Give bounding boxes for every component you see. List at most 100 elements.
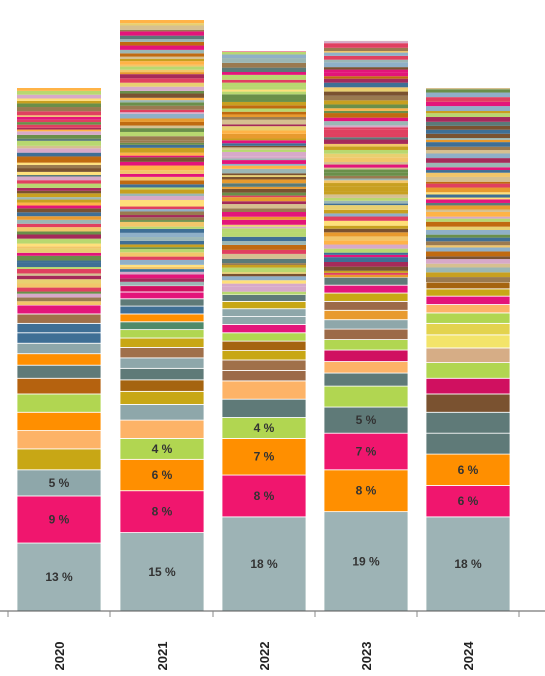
- bar-minor-segment-2023-4: [324, 261, 408, 267]
- bar-minor-segment-2024-30: [426, 170, 510, 173]
- bar-minor-segment-2022-6: [222, 272, 306, 274]
- bar-minor-segment-2024-13: [426, 226, 510, 230]
- bar-minor-segment-2022-28: [222, 192, 306, 196]
- bar-minor-segment-2020-36: [17, 176, 101, 181]
- bar-minor-segment-2022-47: [222, 140, 306, 144]
- bar-minor-segment-2023-2: [324, 270, 408, 273]
- bar-segment-2022-2: [221, 438, 307, 476]
- segment-label-2021-2: 6 %: [152, 468, 173, 482]
- bar-minor-segment-2024-42: [426, 125, 510, 130]
- bar-minor-segment-2021-60: [120, 90, 204, 94]
- bar-minor-segment-2022-38: [222, 163, 306, 166]
- bar-minor-segment-2020-65: [17, 88, 101, 91]
- bar-segment-2021-8: [119, 367, 205, 381]
- bar-minor-segment-2022-43: [222, 149, 306, 152]
- bar-minor-segment-2022-18: [222, 226, 306, 229]
- bar-minor-segment-2021-1: [120, 278, 204, 282]
- bar-minor-segment-2023-11: [324, 236, 408, 241]
- bar-minor-segment-2024-49: [426, 97, 510, 102]
- bar-minor-segment-2020-20: [17, 231, 101, 235]
- bar-minor-segment-2022-23: [222, 208, 306, 212]
- bar-minor-segment-2024-18: [426, 209, 510, 212]
- segment-label-2020-1: 9 %: [49, 512, 70, 526]
- bar-minor-segment-2021-67: [120, 66, 204, 70]
- bar-minor-segment-2020-37: [17, 174, 101, 177]
- bar-minor-segment-2021-20: [120, 220, 204, 222]
- bar-minor-segment-2024-31: [426, 167, 510, 171]
- bar-segment-2024-0: [425, 516, 511, 612]
- bar-minor-segment-2023-54: [324, 91, 408, 96]
- bar-segment-2021-18: [119, 285, 205, 293]
- bar-minor-segment-2024-36: [426, 146, 510, 151]
- bar-minor-segment-2023-33: [324, 164, 408, 168]
- bar-minor-segment-2022-48: [222, 138, 306, 141]
- bar-minor-segment-2024-40: [426, 133, 510, 139]
- bar-minor-segment-2021-48: [120, 128, 204, 132]
- bar-minor-segment-2023-16: [324, 216, 408, 221]
- segment-label-2023-2: 7 %: [356, 444, 377, 458]
- bar-minor-segment-2022-61: [222, 94, 306, 99]
- bar-segment-2021-5: [119, 404, 205, 421]
- bar-minor-segment-2022-22: [222, 211, 306, 217]
- bar-minor-segment-2022-3: [222, 280, 306, 284]
- bar-segment-2020-4: [16, 430, 102, 450]
- bar-segment-2024-10: [425, 322, 511, 336]
- bar-segment-2020-1: [16, 495, 102, 544]
- bar-segment-2020-3: [16, 448, 102, 471]
- bar-minor-segment-2021-45: [120, 140, 204, 143]
- bar-minor-segment-2024-39: [426, 138, 510, 140]
- bar-minor-segment-2021-68: [120, 64, 204, 67]
- bar-minor-segment-2020-53: [17, 124, 101, 128]
- bar-minor-segment-2024-17: [426, 211, 510, 217]
- bar-minor-segment-2021-65: [120, 72, 204, 75]
- bar-minor-segment-2020-40: [17, 164, 101, 169]
- bar-segment-2022-11: [221, 323, 307, 334]
- bar-minor-segment-2020-60: [17, 103, 101, 108]
- bar-minor-segment-2022-4: [222, 276, 306, 281]
- x-tick-label-2023: 2023: [359, 642, 374, 671]
- bar-minor-segment-2022-25: [222, 201, 306, 205]
- bar-segment-2023-1: [323, 469, 409, 513]
- bar-minor-segment-2020-2: [17, 293, 101, 298]
- bar-minor-segment-2021-39: [120, 157, 204, 162]
- bar-minor-segment-2023-19: [324, 205, 408, 210]
- segment-label-2022-2: 7 %: [254, 450, 275, 464]
- bar-minor-segment-2022-16: [222, 232, 306, 237]
- bar-segment-2023-13: [323, 292, 409, 302]
- bar-minor-segment-2021-53: [120, 112, 204, 114]
- bar-segment-2020-13: [16, 313, 102, 324]
- bar-minor-segment-2021-19: [120, 221, 204, 227]
- bar-minor-segment-2021-6: [120, 264, 204, 267]
- bar-minor-segment-2021-25: [120, 206, 204, 210]
- bar-minor-segment-2021-77: [120, 35, 204, 40]
- bar-minor-segment-2023-50: [324, 108, 408, 111]
- bar-segment-2022-1: [221, 474, 307, 518]
- bar-segment-2021-11: [119, 337, 205, 348]
- bar-segment-2024-5: [425, 393, 511, 413]
- bar-minor-segment-2023-36: [324, 153, 408, 158]
- bar-minor-segment-2022-49: [222, 133, 306, 139]
- bar-minor-segment-2021-41: [120, 152, 204, 156]
- bar-segment-2021-0: [119, 532, 205, 612]
- bar-segment-2024-9: [425, 334, 511, 349]
- bar-minor-segment-2022-26: [222, 197, 306, 202]
- bar-minor-segment-2021-38: [120, 161, 204, 166]
- bar-minor-segment-2020-61: [17, 100, 101, 104]
- bar-minor-segment-2021-57: [120, 100, 204, 103]
- bar-segment-2023-2: [323, 432, 409, 471]
- bar-minor-segment-2022-32: [222, 179, 306, 184]
- bar-minor-segment-2021-71: [120, 56, 204, 60]
- bar-segment-2020-12: [16, 322, 102, 334]
- bar-minor-segment-2023-21: [324, 200, 408, 204]
- bar-minor-segment-2020-0: [17, 301, 101, 306]
- bar-minor-segment-2023-34: [324, 161, 408, 165]
- bar-minor-segment-2020-10: [17, 267, 101, 269]
- bar-minor-segment-2020-16: [17, 246, 101, 249]
- bar-minor-segment-2021-82: [120, 20, 204, 24]
- bar-minor-segment-2022-41: [222, 156, 306, 159]
- bar-segment-2024-7: [425, 362, 511, 379]
- bar-segment-2023-15: [323, 276, 409, 286]
- bar-minor-segment-2023-53: [324, 95, 408, 101]
- bar-minor-segment-2021-26: [120, 204, 204, 207]
- segment-label-2021-1: 8 %: [152, 505, 173, 519]
